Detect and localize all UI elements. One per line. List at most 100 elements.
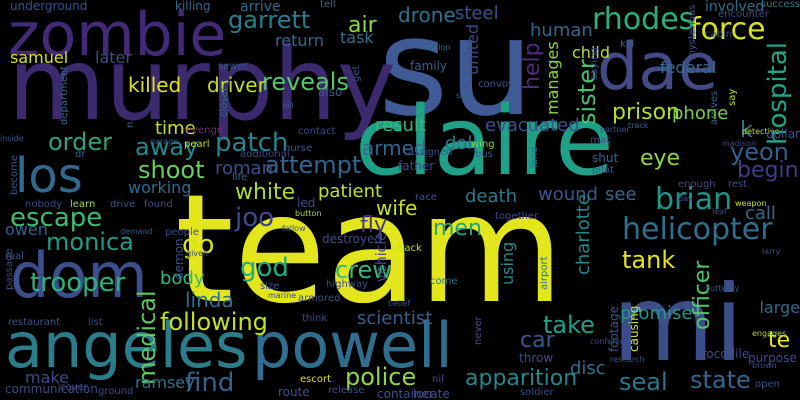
word-human: human [530,20,593,41]
word-wife: wife [376,196,418,220]
word-using: using [498,241,517,285]
word-drive: drive [110,199,136,210]
word-away: away [135,133,199,161]
word-later: later [95,48,132,67]
word-joo: joo [235,203,275,233]
word-vehicle: vehicle [374,232,390,282]
word-disc: disc [570,358,606,379]
word-causing: causing [627,305,641,352]
word-leaf: leaf [712,207,727,216]
word-passage: passage [4,248,15,290]
word-rest: rest [728,179,748,190]
word-murphy: murphy [8,26,396,143]
word-driver: driver [207,73,266,97]
word-powell: powell [252,309,453,382]
word-nobody: nobody [25,199,63,210]
word-dae: dae [597,30,719,105]
word-dom: dom [10,239,148,312]
word-footage: footage [607,306,621,352]
word-life: life [232,172,248,183]
word-engages: engages [752,329,787,338]
word-brian: brian [655,182,733,217]
word-sewer: sewer [218,61,248,72]
word-united: united [463,24,482,75]
word-race: race [415,192,437,203]
word-state: state [690,366,751,394]
word-phone: phone [672,103,729,124]
word-come: come [430,276,458,287]
word-helicopter: helicopter [622,212,773,247]
word-owen: owen [5,220,48,239]
word-saying: saying [589,47,600,80]
word-people: people [165,227,199,238]
word-closet: closet [219,87,230,117]
word-additional: additional [240,149,290,160]
word-research: research [610,355,645,364]
word-see: see [605,184,637,205]
word-yeon: yeon [730,138,789,166]
word-involved: involved [705,0,765,15]
word-detective: detective [742,127,780,136]
word-butterfly: butterfly [705,284,740,293]
word-mission: mission [420,43,451,52]
word-ground: ground [98,386,134,397]
word-route: route [278,385,310,399]
word-return: return [275,31,324,50]
word-encounter: encounter [718,9,769,20]
word-given: given [186,249,209,258]
word-real: real [5,251,24,262]
word-body: body [160,268,205,289]
word-zombie: zombie [8,0,227,70]
word-weapon: weapon [735,199,767,208]
word-underground: underground [10,0,88,13]
word-convoy: convoy [478,79,514,90]
word-tank: tank [622,246,676,274]
word-patient: patient [318,181,383,202]
word-white: white [235,180,296,205]
word-working: working [128,178,192,197]
word-claire: claire [355,87,614,197]
word-charlotte: charlotte [573,194,594,275]
word-armed: armed [362,136,427,160]
word-patch: patch [215,128,289,158]
word-madison: madison [722,139,757,148]
word-force: force [690,12,766,47]
word-think: think [302,313,328,324]
word-angeles: angeles [5,309,248,382]
word-mi: mi [612,263,744,385]
word-communication: communication [5,382,98,396]
word-escort: escort [300,374,332,385]
word-day: day [678,194,693,203]
word-killing: killing [175,0,211,13]
word-found: found [144,199,173,210]
word-te: te [768,328,791,353]
word-arrive: arrive [240,0,281,15]
word-son: son [456,91,471,100]
word-federal: federal [660,58,717,77]
word-god: god [240,253,289,283]
word-linda: linda [185,288,234,312]
word-demand: demand [120,227,153,236]
word-medical: medical [133,290,161,385]
word-belief: belief [388,299,411,308]
word-father: father [398,159,435,173]
word-pearl: pearl [184,139,210,150]
word-demon: demon [172,238,186,280]
word-partner: partner [600,125,630,134]
word-crew: crew [335,256,392,284]
word-list: list [88,317,103,328]
word-mac: mac [590,135,612,146]
word-su: su [378,0,534,146]
word-evacuated: evacuated [485,115,580,136]
word-task: task [340,28,374,47]
word-button: button [295,209,322,218]
word-make: make [25,368,69,387]
word-destroyed: destroyed [322,232,383,246]
word-order: order [48,128,112,156]
word-become: become [9,154,20,195]
word-size: size [260,281,280,292]
word-back: back [398,243,422,254]
word-locate: locate [413,387,450,400]
word-cover: cover [60,382,88,393]
word-also: also [318,85,343,99]
